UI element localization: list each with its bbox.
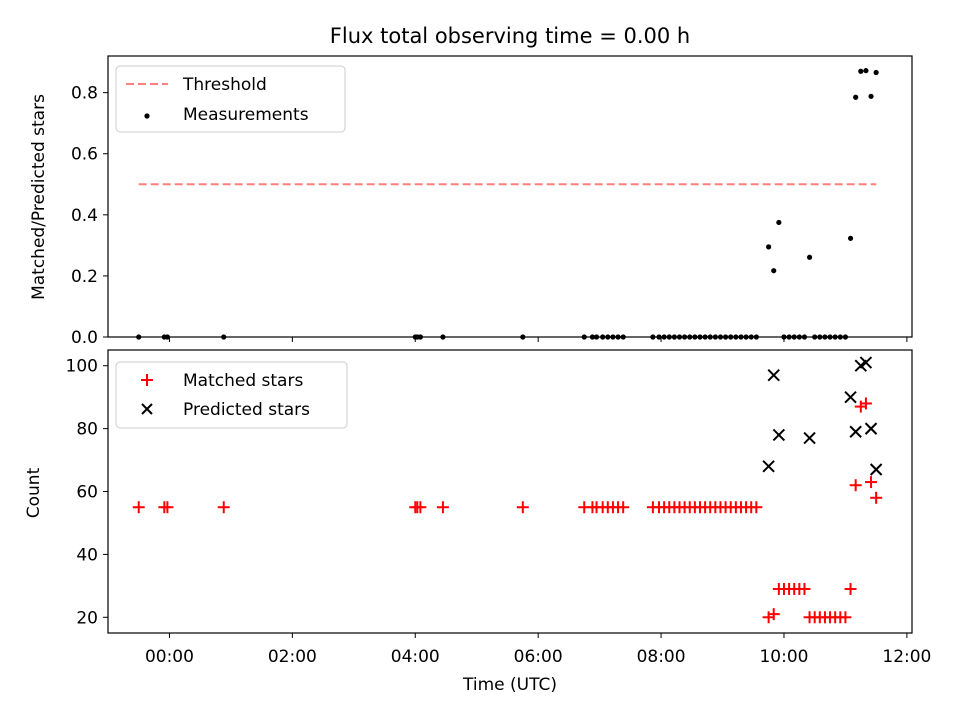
matched-star-point: [516, 501, 529, 514]
predicted-star-point: [869, 463, 883, 476]
matched-star-point: [436, 501, 449, 514]
x-tick-label: 10:00: [759, 647, 808, 667]
matched-star-point: [870, 491, 883, 504]
measurement-point: [766, 244, 772, 250]
x-tick-label: 08:00: [637, 647, 686, 667]
top-y-tick-label: 0.8: [71, 84, 98, 104]
x-tick-label: 02:00: [268, 647, 317, 667]
top-panel: 0.00.20.40.60.8 Matched/Predicted stars …: [29, 55, 913, 348]
measurement-point: [771, 268, 777, 274]
matched-star-point: [217, 501, 230, 514]
bottom-x-ticks: 00:00 02:00 04:00 06:00 08:00 10:00 12:00: [145, 633, 931, 667]
bottom-y-tick-label: 40: [76, 545, 98, 565]
legend-predicted-swatch: [141, 403, 153, 415]
bottom-y-tick-label: 60: [76, 483, 98, 503]
matched-star-point: [844, 582, 857, 595]
measurement-point: [806, 254, 813, 260]
top-chart-title: Flux total observing time = 0.00 h: [330, 24, 690, 48]
measurement-point: [868, 93, 874, 99]
legend-measurements-swatch: [144, 113, 150, 119]
x-tick-label: 04:00: [391, 647, 440, 667]
top-y-tick-label: 0.6: [71, 145, 98, 165]
matched-star-point: [414, 501, 427, 514]
bottom-y-tick-label: 80: [76, 420, 98, 440]
predicted-star-point: [803, 431, 816, 445]
top-y-tick-label: 0.4: [71, 206, 98, 226]
matched-star-point: [750, 501, 763, 514]
predicted-star-point: [844, 390, 857, 404]
top-y-axis-label: Matched/Predicted stars: [29, 94, 49, 300]
top-legend: Threshold Measurements: [115, 65, 346, 133]
predicted-star-point: [849, 425, 862, 438]
measurement-point: [858, 68, 864, 74]
top-y-tick-label: 0.2: [71, 267, 98, 287]
top-y-tick-label: 0.0: [71, 328, 98, 348]
predicted-star-point: [762, 460, 775, 473]
bottom-y-tick-label: 100: [66, 357, 98, 377]
predicted-star-point: [767, 368, 780, 382]
matched-star-point: [865, 476, 878, 489]
top-legend-box: [115, 65, 346, 133]
legend-predicted-label: Predicted stars: [183, 400, 310, 420]
x-tick-label: 06:00: [514, 647, 563, 667]
measurement-point: [863, 68, 869, 74]
measurement-point: [847, 235, 854, 241]
predicted-star-point: [772, 428, 786, 442]
bottom-legend-box: [115, 361, 348, 429]
top-y-ticks: 0.0 0.2 0.4 0.6 0.8: [71, 84, 108, 348]
bottom-y-ticks: 20 40 60 80 100: [66, 357, 108, 628]
matched-star-point: [767, 608, 780, 621]
measurement-point: [776, 219, 782, 226]
matched-star-point: [839, 611, 852, 624]
bottom-panel: 20 40 60 80 100 00:00 02:00 04:00 06:00 08:00 10:…: [24, 349, 931, 695]
measurement-point: [873, 69, 879, 76]
legend-threshold-label: Threshold: [182, 75, 267, 95]
bottom-y-axis-label: Count: [24, 467, 44, 518]
top-x-ticks: [168, 337, 908, 342]
bottom-series-layer: [132, 356, 883, 624]
legend-measurements-label: Measurements: [183, 105, 309, 125]
matched-star-point: [849, 479, 862, 492]
matched-star-point: [859, 397, 872, 410]
matched-star-point: [617, 501, 630, 514]
bottom-legend: Matched stars Predicted stars: [115, 361, 348, 429]
matched-star-point: [161, 501, 174, 514]
x-tick-label: 00:00: [145, 647, 194, 667]
predicted-star-point: [864, 422, 878, 435]
predicted-star-point: [859, 356, 873, 369]
x-axis-label: Time (UTC): [462, 675, 557, 695]
matched-star-point: [798, 582, 811, 595]
legend-matched-label: Matched stars: [183, 371, 303, 391]
matched-star-point: [132, 501, 145, 514]
top-axes-frame: [107, 55, 913, 338]
bottom-y-tick-label: 20: [76, 608, 98, 628]
legend-matched-swatch: [141, 374, 153, 386]
measurement-point: [853, 94, 859, 100]
x-tick-label: 12:00: [882, 647, 931, 667]
